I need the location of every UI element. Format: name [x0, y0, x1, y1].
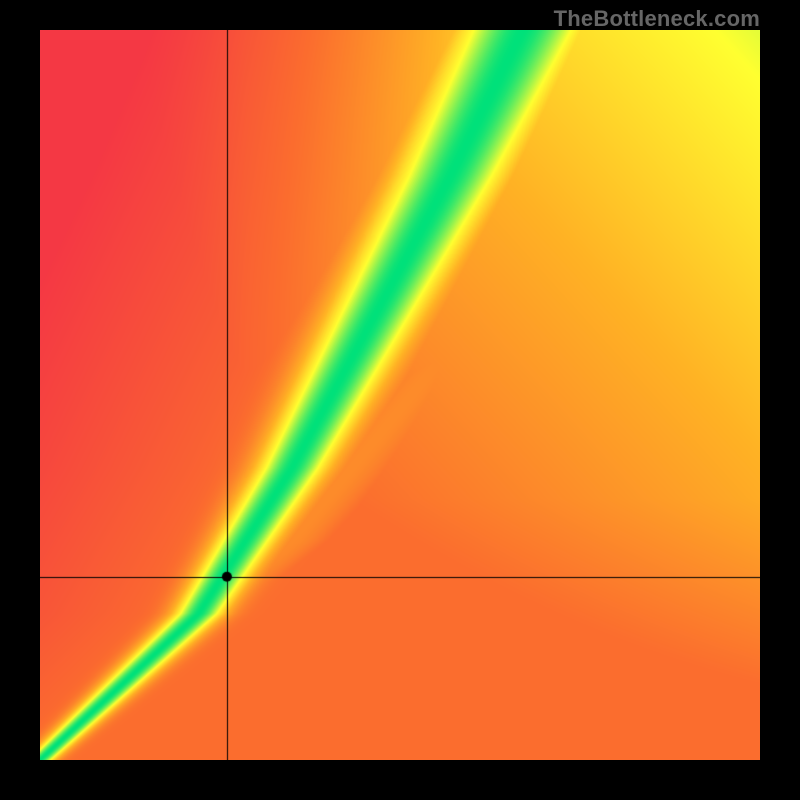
watermark-label: TheBottleneck.com — [554, 6, 760, 32]
bottleneck-heatmap — [40, 30, 760, 760]
